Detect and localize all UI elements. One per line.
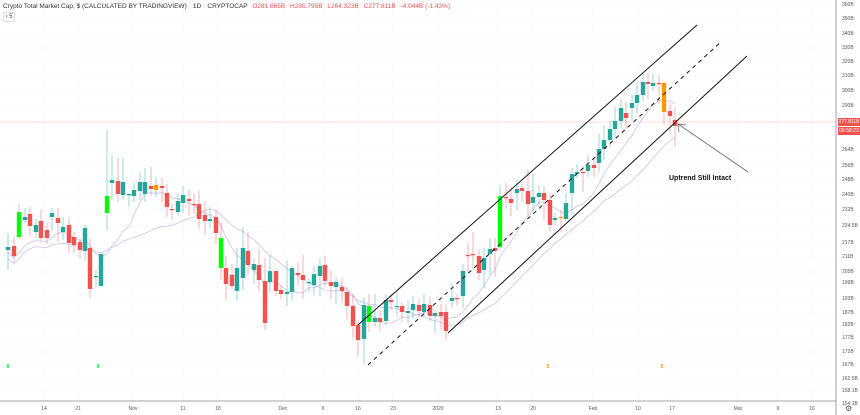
price-label: 240B <box>842 192 854 198</box>
price-label: 167B <box>842 362 854 368</box>
td-marker: 5 <box>546 364 550 370</box>
high-value: H285.795B <box>290 3 323 10</box>
exchange: CRYPTOCAP <box>207 3 248 10</box>
price-label: 177B <box>842 335 854 341</box>
time-label: Feb <box>588 406 598 412</box>
indicators-toggle-button[interactable]: › 5 <box>3 12 15 22</box>
candlestick-series <box>5 73 678 364</box>
time-label: Nov <box>128 406 138 412</box>
price-label: 162.5B <box>842 376 858 382</box>
price-label: 172B <box>842 349 854 355</box>
open-value: O281.665B <box>252 3 286 10</box>
time-label: 14 <box>41 406 47 412</box>
price-label: 211B <box>842 254 854 260</box>
price-label: 217B <box>842 240 854 246</box>
time-label: 18 <box>215 406 221 412</box>
last-price-label: 277.811B <box>838 118 860 126</box>
price-label: 199B <box>842 280 854 286</box>
price-label: 224.5B <box>842 223 858 229</box>
td-marker: 9 <box>96 364 100 370</box>
price-label: 330B <box>842 45 854 51</box>
time-label: Dec <box>278 406 288 412</box>
time-label: 9 <box>776 406 780 412</box>
time-label: 23 <box>390 406 396 412</box>
price-label: 290B <box>842 103 854 109</box>
price-label: 193B <box>842 296 854 302</box>
annotation-arrow[interactable] <box>677 123 749 173</box>
price-label: 205B <box>842 269 854 275</box>
price-label: 256B <box>842 163 854 169</box>
time-label: 17 <box>669 406 675 412</box>
price-label: 340B <box>842 31 854 37</box>
time-label: 2020 <box>432 406 444 412</box>
price-label: 320B <box>842 59 854 65</box>
price-label: 264B <box>842 147 854 153</box>
trendline-channel[interactable] <box>357 24 748 366</box>
td-marker: 5 <box>660 364 664 370</box>
price-label: 158.1B <box>842 388 858 394</box>
settings-gear-icon[interactable]: ⚙ <box>845 404 853 413</box>
time-label: 20 <box>530 406 536 412</box>
td-marker: 9 <box>6 364 10 370</box>
price-label: 232B <box>842 207 854 213</box>
chart-grid <box>0 0 836 405</box>
time-label: 16 <box>809 406 815 412</box>
interval[interactable]: 1D <box>192 3 202 10</box>
change-value: -4.044B (-1.43%) <box>400 3 451 10</box>
bar-countdown-label: 06:58:23 <box>838 127 860 135</box>
time-label: Mar <box>733 406 743 412</box>
close-value: C277.811B <box>363 3 396 10</box>
price-label: 350B <box>842 16 854 22</box>
price-label: 187B <box>842 310 854 316</box>
time-label: 16 <box>355 406 361 412</box>
price-label: 154.1B <box>842 401 858 407</box>
annotation-text[interactable]: Uptrend Still Intact <box>669 175 732 182</box>
time-label: 9 <box>321 406 325 412</box>
price-label: 182B <box>842 322 854 328</box>
price-label: 300B <box>842 88 854 94</box>
chevron-right-icon: › <box>5 14 8 20</box>
symbol-title: Crypto Total Market Cap, $ (CALCULATED B… <box>3 3 187 10</box>
time-label: 13 <box>495 406 501 412</box>
time-label: 11 <box>180 406 186 412</box>
time-label: 10 <box>635 406 641 412</box>
time-label: 21 <box>75 406 81 412</box>
low-value: L264.323B <box>327 3 359 10</box>
price-label: 310B <box>842 73 854 79</box>
price-label: 248B <box>842 177 854 183</box>
price-label: 360B <box>842 2 854 8</box>
chart-legend: Crypto Total Market Cap, $ (CALCULATED B… <box>3 3 451 10</box>
